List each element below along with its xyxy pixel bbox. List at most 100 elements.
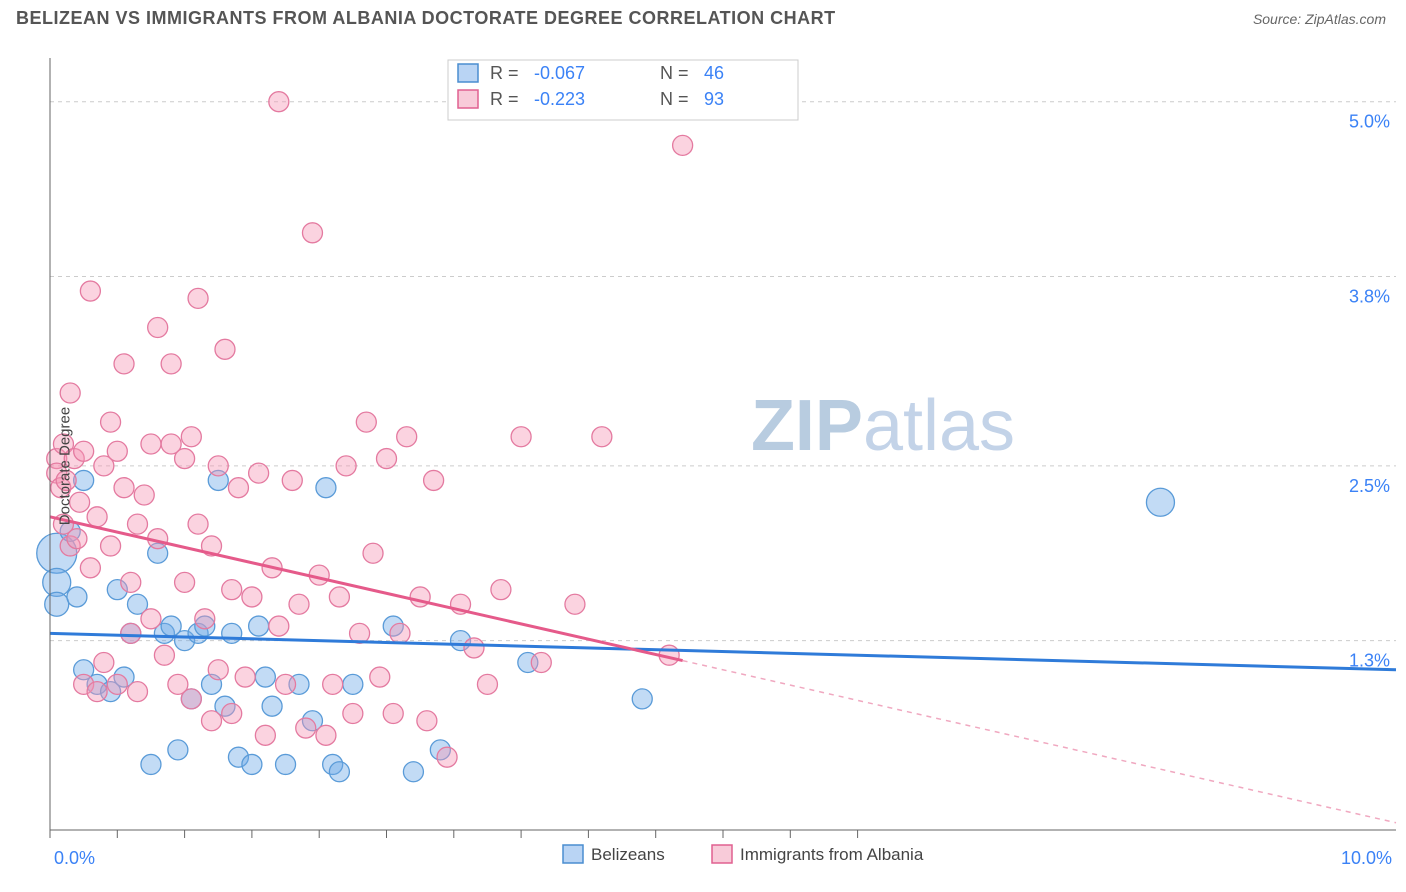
source-attribution: Source: ZipAtlas.com: [1253, 11, 1386, 27]
scatter-point: [134, 485, 154, 505]
scatter-point: [336, 456, 356, 476]
scatter-point: [127, 514, 147, 534]
scatter-point: [222, 580, 242, 600]
scatter-point: [181, 427, 201, 447]
svg-text:N =: N =: [660, 89, 689, 109]
plot-area: Doctorate Degree 1.3%2.5%3.8%5.0%ZIPatla…: [0, 40, 1406, 892]
scatter-point: [202, 711, 222, 731]
scatter-point: [565, 594, 585, 614]
scatter-point: [242, 754, 262, 774]
scatter-point: [276, 754, 296, 774]
scatter-point: [188, 514, 208, 534]
scatter-point: [45, 592, 69, 616]
scatter-point: [208, 660, 228, 680]
scatter-point: [632, 689, 652, 709]
scatter-point: [673, 135, 693, 155]
scatter-point: [114, 354, 134, 374]
scatter-point: [141, 434, 161, 454]
scatter-point: [141, 754, 161, 774]
scatter-point: [235, 667, 255, 687]
scatter-point: [127, 682, 147, 702]
scatter-point: [356, 412, 376, 432]
scatter-point: [329, 587, 349, 607]
scatter-point: [262, 696, 282, 716]
scatter-point: [269, 616, 289, 636]
svg-text:R =: R =: [490, 63, 519, 83]
scatter-point: [215, 339, 235, 359]
y-axis-label: Doctorate Degree: [57, 407, 74, 525]
scatter-point: [80, 558, 100, 578]
scatter-point: [107, 674, 127, 694]
scatter-point: [592, 427, 612, 447]
scatter-point: [121, 623, 141, 643]
scatter-point: [161, 354, 181, 374]
scatter-point: [282, 470, 302, 490]
scatter-point: [195, 609, 215, 629]
scatter-point: [329, 762, 349, 782]
scatter-point: [289, 594, 309, 614]
scatter-point: [343, 703, 363, 723]
legend-swatch: [458, 64, 478, 82]
scatter-point: [403, 762, 423, 782]
scatter-point: [491, 580, 511, 600]
scatter-point: [154, 645, 174, 665]
scatter-point: [60, 383, 80, 403]
legend-swatch: [712, 845, 732, 863]
scatter-point: [397, 427, 417, 447]
scatter-point: [67, 529, 87, 549]
scatter-point: [417, 711, 437, 731]
scatter-point: [1146, 488, 1174, 516]
svg-text:R =: R =: [490, 89, 519, 109]
scatter-point: [181, 689, 201, 709]
scatter-point: [141, 609, 161, 629]
scatter-point: [424, 470, 444, 490]
scatter-point: [249, 463, 269, 483]
scatter-point: [316, 478, 336, 498]
legend-label: Immigrants from Albania: [740, 845, 924, 864]
scatter-point: [511, 427, 531, 447]
scatter-point: [377, 449, 397, 469]
scatter-point: [188, 288, 208, 308]
scatter-point: [249, 616, 269, 636]
scatter-point: [107, 441, 127, 461]
scatter-point: [168, 740, 188, 760]
scatter-point: [175, 449, 195, 469]
scatter-point: [323, 674, 343, 694]
scatter-point: [242, 587, 262, 607]
svg-text:-0.067: -0.067: [534, 63, 585, 83]
correlation-chart: 1.3%2.5%3.8%5.0%ZIPatlas0.0%10.0%R =-0.0…: [0, 40, 1406, 892]
svg-text:2.5%: 2.5%: [1349, 476, 1390, 496]
scatter-point: [363, 543, 383, 563]
scatter-point: [302, 223, 322, 243]
scatter-point: [74, 441, 94, 461]
scatter-point: [437, 747, 457, 767]
svg-text:N =: N =: [660, 63, 689, 83]
svg-text:ZIPatlas: ZIPatlas: [751, 386, 1015, 466]
scatter-point: [101, 536, 121, 556]
scatter-point: [114, 478, 134, 498]
svg-text:-0.223: -0.223: [534, 89, 585, 109]
scatter-point: [94, 652, 114, 672]
scatter-point: [121, 572, 141, 592]
svg-text:10.0%: 10.0%: [1341, 848, 1392, 868]
scatter-point: [101, 412, 121, 432]
scatter-point: [269, 92, 289, 112]
scatter-point: [296, 718, 316, 738]
scatter-point: [464, 638, 484, 658]
scatter-point: [208, 456, 228, 476]
scatter-point: [370, 667, 390, 687]
scatter-point: [228, 478, 248, 498]
scatter-point: [87, 682, 107, 702]
scatter-point: [383, 703, 403, 723]
scatter-point: [531, 652, 551, 672]
scatter-point: [222, 703, 242, 723]
svg-text:5.0%: 5.0%: [1349, 112, 1390, 132]
trend-line-blue: [50, 633, 1396, 669]
svg-text:46: 46: [704, 63, 724, 83]
trend-line-pink-extrapolated: [683, 661, 1396, 823]
svg-text:93: 93: [704, 89, 724, 109]
scatter-point: [316, 725, 336, 745]
scatter-point: [255, 667, 275, 687]
scatter-point: [87, 507, 107, 527]
svg-text:0.0%: 0.0%: [54, 848, 95, 868]
